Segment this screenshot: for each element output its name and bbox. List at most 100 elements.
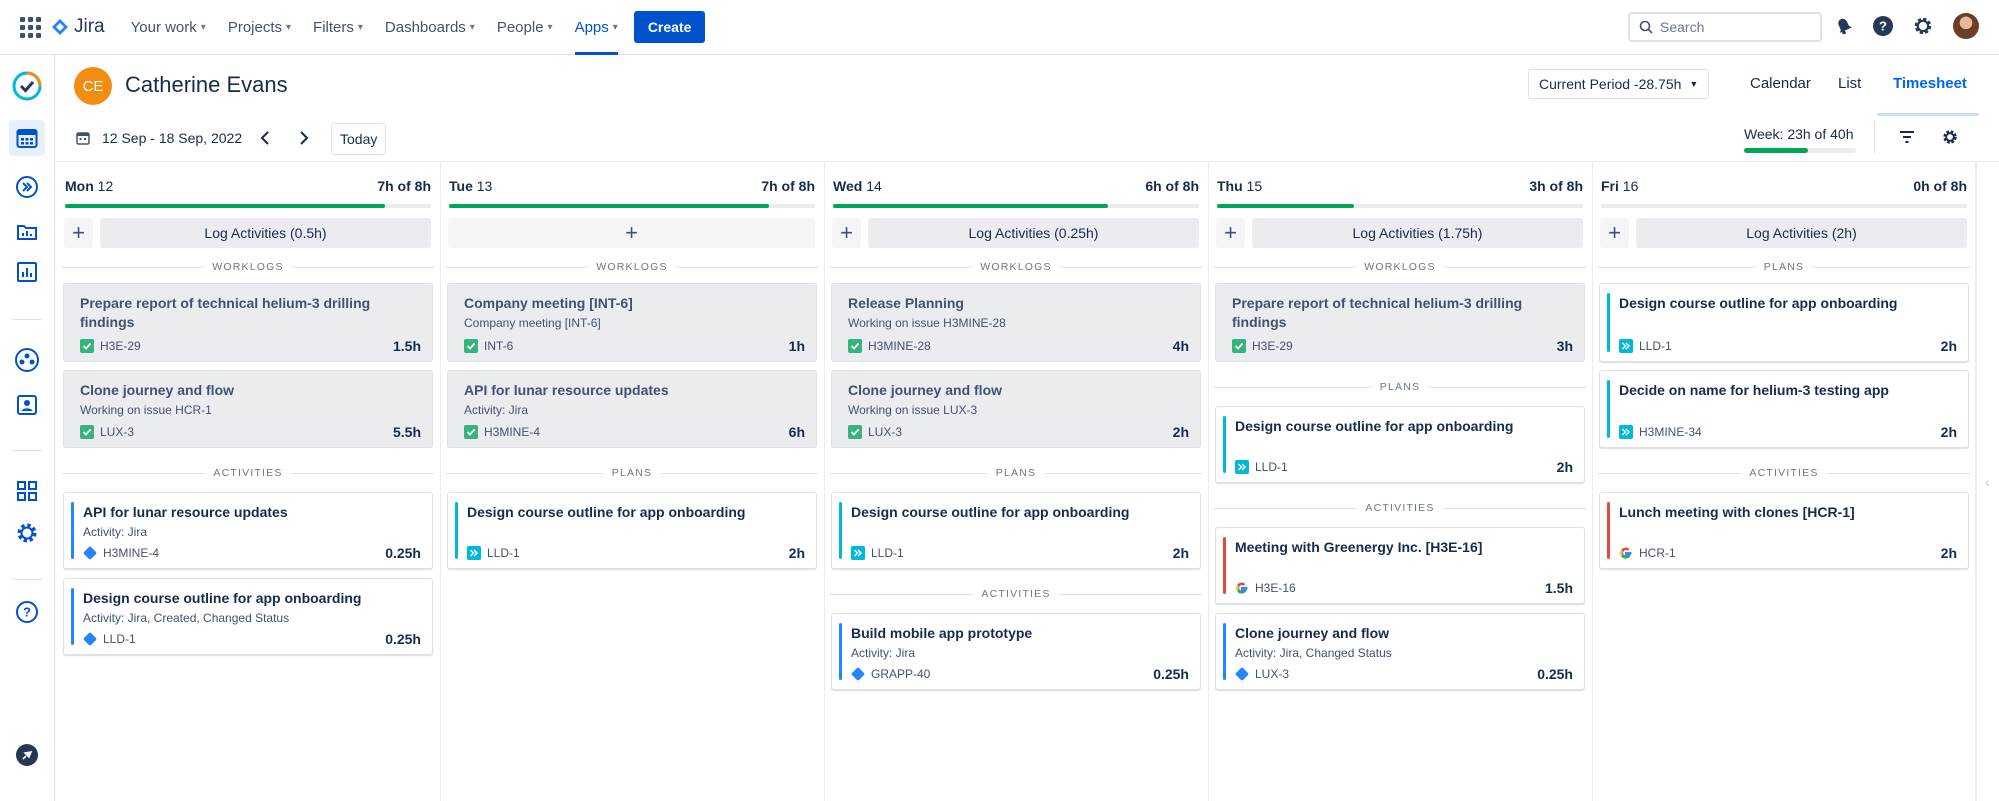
nav-your-work[interactable]: Your work ▾ xyxy=(131,0,206,55)
tab-timesheet[interactable]: Timesheet xyxy=(1893,75,1967,92)
plus-icon: + xyxy=(1608,220,1621,245)
jira-logo[interactable]: Jira xyxy=(50,16,105,38)
issue-key: H3E-16 xyxy=(1255,581,1296,595)
tab-calendar[interactable]: Calendar xyxy=(1750,75,1811,92)
week-progress-fill xyxy=(1744,148,1809,153)
add-button[interactable]: + xyxy=(832,218,861,248)
activity-card[interactable]: Meeting with Greenergy Inc. [H3E-16] H3E… xyxy=(1215,527,1585,604)
add-button[interactable]: + xyxy=(64,218,93,248)
tab-list[interactable]: List xyxy=(1838,75,1862,92)
log-activities-button[interactable]: Log Activities (1.75h) xyxy=(1252,218,1583,248)
card-duration: 2h xyxy=(1172,545,1189,561)
card-color-bar xyxy=(1223,537,1226,594)
card-subtitle: Activity: Jira, Created, Changed Status xyxy=(83,611,290,625)
filter-icon[interactable] xyxy=(1899,130,1915,144)
nav-dashboards[interactable]: Dashboards ▾ xyxy=(385,0,475,55)
card-footer: LLD-1 2h xyxy=(467,545,805,561)
user-avatar[interactable] xyxy=(1953,13,1979,39)
activity-card[interactable]: Design course outline for app onboarding… xyxy=(63,578,433,655)
today-button[interactable]: Today xyxy=(331,123,387,155)
activity-card[interactable]: Clone journey and flow Activity: Jira, C… xyxy=(1215,613,1585,690)
side-panel-toggle[interactable]: ‹ xyxy=(1975,162,1999,801)
create-button[interactable]: Create xyxy=(633,11,706,43)
top-navigation: Jira Your work ▾ Projects ▾ Filters ▾ Dashb… xyxy=(0,0,1999,55)
nav-label: Projects xyxy=(227,18,282,36)
nav-people[interactable]: People ▾ xyxy=(497,0,553,55)
issue-key: LUX-3 xyxy=(100,425,135,439)
worklog-card[interactable]: Clone journey and flow Working on issue … xyxy=(831,370,1201,448)
next-week-button[interactable] xyxy=(298,130,310,151)
plan-card[interactable]: Decide on name for helium-3 testing app … xyxy=(1599,370,1969,448)
settings-icon[interactable] xyxy=(1942,129,1958,145)
add-button[interactable]: + xyxy=(1216,218,1245,248)
card-title: Clone journey and flow xyxy=(1235,625,1390,641)
chevron-down-icon: ▾ xyxy=(612,21,618,33)
user-header: CE Catherine Evans Current Period -28.75… xyxy=(56,55,1999,117)
worklog-card[interactable]: Clone journey and flow Working on issue … xyxy=(63,370,433,448)
report-icon[interactable] xyxy=(9,254,45,290)
period-select[interactable]: Current Period -28.75h ▼ xyxy=(1528,69,1710,99)
section-header: PLANS xyxy=(1598,260,1970,274)
notifications-icon[interactable] xyxy=(1833,15,1855,37)
calendar-icon[interactable] xyxy=(9,120,45,156)
worklog-card[interactable]: Prepare report of technical helium-3 dri… xyxy=(63,283,433,362)
worklog-card[interactable]: Prepare report of technical helium-3 dri… xyxy=(1215,283,1585,362)
card-duration: 0.25h xyxy=(385,545,421,561)
settings-icon[interactable] xyxy=(1912,15,1934,37)
sidebar-divider xyxy=(12,319,42,320)
worklog-card[interactable]: API for lunar resource updates Activity:… xyxy=(447,370,817,448)
section-header: ACTIVITIES xyxy=(1214,501,1586,515)
nav-filters[interactable]: Filters ▾ xyxy=(313,0,363,55)
svg-text:?: ? xyxy=(23,605,31,620)
profile-icon[interactable] xyxy=(9,387,45,423)
activity-card[interactable]: Lunch meeting with clones [HCR-1] HCR-1 … xyxy=(1599,492,1969,569)
people-network-icon[interactable] xyxy=(9,342,45,378)
search-input[interactable]: Search xyxy=(1628,12,1822,42)
section-header: WORKLOGS xyxy=(830,260,1202,274)
settings-icon[interactable] xyxy=(9,515,45,551)
worklog-card[interactable]: Release Planning Working on issue H3MINE… xyxy=(831,283,1201,362)
issue-key: LLD-1 xyxy=(487,546,520,560)
issue-key: LLD-1 xyxy=(871,546,904,560)
checkbox-icon xyxy=(464,425,478,439)
chevron-down-icon: ▾ xyxy=(357,21,363,33)
plan-card[interactable]: Design course outline for app onboarding… xyxy=(1215,406,1585,483)
plan-card[interactable]: Design course outline for app onboarding… xyxy=(1599,283,1969,362)
plan-card[interactable]: Design course outline for app onboarding… xyxy=(831,492,1201,569)
log-activities-button[interactable]: Log Activities (0.25h) xyxy=(868,218,1199,248)
pin-icon[interactable] xyxy=(9,737,45,773)
section-header: PLANS xyxy=(1214,380,1586,394)
folder-icon[interactable] xyxy=(9,214,45,250)
help-icon[interactable]: ? xyxy=(1872,15,1894,37)
nav-projects[interactable]: Projects ▾ xyxy=(228,0,291,55)
section-header: PLANS xyxy=(446,466,818,480)
activity-card[interactable]: Build mobile app prototype Activity: Jir… xyxy=(831,613,1201,690)
day-column-wed: Wed 14 6h of 8h + Log Activities (0.25h) … xyxy=(824,162,1209,801)
help-icon[interactable]: ? xyxy=(9,594,45,630)
worklog-card[interactable]: Company meeting [INT-6] Company meeting … xyxy=(447,283,817,362)
card-footer: H3MINE-28 4h xyxy=(848,338,1189,354)
apps-icon[interactable] xyxy=(9,473,45,509)
previous-week-button[interactable] xyxy=(259,130,271,151)
card-color-bar xyxy=(71,588,74,645)
card-title: Clone journey and flow xyxy=(80,382,235,398)
day-total: 0h of 8h xyxy=(1913,178,1967,194)
app-logo-icon[interactable] xyxy=(9,68,45,104)
nav-label: People xyxy=(496,18,544,36)
forward-icon[interactable] xyxy=(9,169,45,205)
add-button[interactable]: + xyxy=(1600,218,1629,248)
plan-card[interactable]: Design course outline for app onboarding… xyxy=(447,492,817,569)
day-total: 7h of 8h xyxy=(377,178,431,194)
log-activities-button[interactable]: Log Activities (0.5h) xyxy=(100,218,431,248)
card-duration: 0.25h xyxy=(1537,666,1573,682)
plan-icon xyxy=(1619,339,1633,353)
card-title: API for lunar resource updates xyxy=(83,504,288,520)
card-footer: H3E-29 3h xyxy=(1232,338,1573,354)
apps-grid-icon[interactable] xyxy=(18,15,42,39)
day-number: 16 xyxy=(1622,178,1639,194)
activity-card[interactable]: API for lunar resource updates Activity:… xyxy=(63,492,433,569)
day-progress-bar xyxy=(1601,204,1967,208)
nav-apps[interactable]: Apps ▾ xyxy=(574,0,619,55)
log-activities-button[interactable]: Log Activities (2h) xyxy=(1636,218,1967,248)
add-button[interactable]: + xyxy=(448,218,815,248)
